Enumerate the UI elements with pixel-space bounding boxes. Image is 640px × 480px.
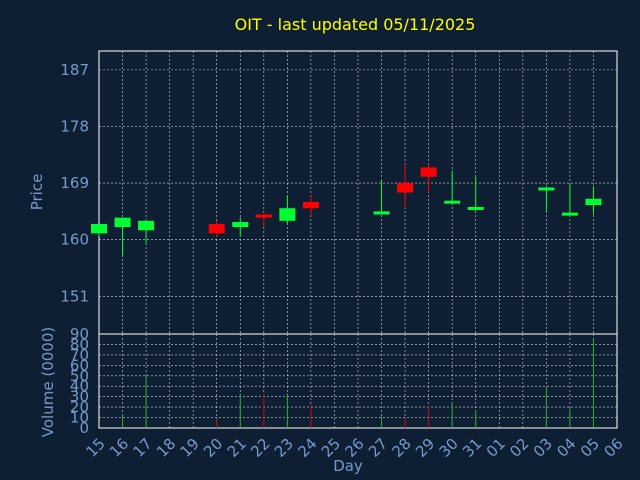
price-axis-label: Price	[28, 174, 46, 211]
volume-tick-label: 40	[70, 377, 89, 395]
candle-body	[208, 223, 225, 234]
candle-body	[538, 187, 555, 191]
volume-tick-label: 20	[70, 398, 89, 416]
candle-body	[255, 214, 272, 218]
volume-tick-label: 90	[70, 325, 89, 343]
volume-axis-label: Volume (0000)	[39, 327, 57, 437]
price-tick-label: 160	[60, 231, 89, 249]
volume-tick-label: 10	[70, 409, 89, 427]
candle-body	[232, 222, 249, 228]
volume-tick-label: 50	[70, 367, 89, 385]
candle-body	[444, 200, 461, 204]
volume-tick-label: 80	[70, 335, 89, 353]
volume-tick-label: 60	[70, 356, 89, 374]
candle-body	[279, 208, 296, 221]
x-axis-label: Day	[333, 457, 363, 475]
candle-body	[114, 217, 131, 228]
volume-tick-label: 0	[79, 419, 89, 437]
price-tick-label: 151	[60, 287, 89, 305]
candle-body	[585, 198, 602, 206]
price-panel: 151 160 169 178 187	[60, 50, 618, 335]
price-tick-label: 178	[60, 117, 89, 135]
candle-body	[467, 206, 484, 210]
volume-tick-label: 30	[70, 388, 89, 406]
price-tick-label: 187	[60, 61, 89, 79]
candle-body	[397, 183, 414, 193]
candle-body	[373, 211, 390, 215]
volume-tick-label: 70	[70, 346, 89, 364]
candle-body	[561, 212, 578, 216]
candle-body	[420, 167, 437, 177]
candle-body	[91, 223, 107, 234]
chart-title: OIT - last updated 05/11/2025	[235, 15, 476, 34]
candle-body	[302, 201, 319, 209]
candle-body	[138, 220, 155, 231]
price-tick-label: 169	[60, 174, 89, 192]
